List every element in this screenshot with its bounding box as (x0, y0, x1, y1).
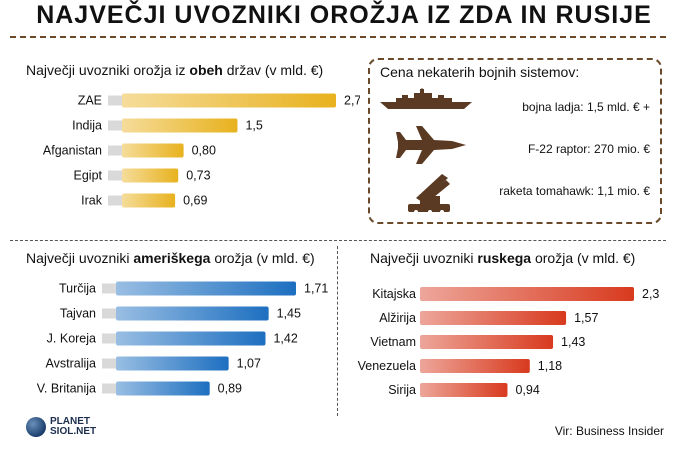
bar-stub (108, 120, 124, 131)
section-title-both-prefix: Največji uvozniki orožja iz (26, 62, 190, 78)
logo-text: PLANET SIOL.NET (50, 417, 96, 437)
section-title-both-suffix: držav (v mld. €) (222, 62, 324, 78)
bar-stub (102, 358, 118, 369)
section-title-us-suffix: orožja (v mld. €) (210, 250, 315, 266)
value-label: 1,18 (538, 359, 562, 373)
bar (122, 168, 179, 183)
bar (122, 93, 336, 108)
value-label: 0,89 (218, 382, 242, 396)
chart-svg: Turčija 1,71 Tajvan 1,45 J. Koreja 1,42 Avstra… (37, 281, 328, 396)
chart-us-imports: Turčija 1,71 Tajvan 1,45 J. Koreja 1,42 Avstra… (20, 276, 336, 406)
value-label: 1,71 (304, 282, 328, 296)
category-label: Afganistan (43, 144, 102, 158)
value-label: 1,45 (277, 307, 301, 321)
section-title-both: Največji uvozniki orožja iz obeh držav (… (26, 62, 323, 78)
section-title-us-prefix: Največji uvozniki (26, 250, 134, 266)
bar-stub (108, 95, 124, 106)
section-title-ru-prefix: Največji uvozniki (370, 250, 478, 266)
value-label: 1,57 (574, 311, 598, 325)
middle-divider (10, 240, 666, 241)
value-label: 2,3 (642, 287, 659, 301)
section-title-both-bold: obeh (189, 62, 223, 78)
top-divider (10, 36, 666, 38)
category-label: Tajvan (60, 307, 96, 321)
section-title-us: Največji uvozniki ameriškega orožja (v m… (26, 250, 315, 266)
bar-stub (102, 333, 118, 344)
bar-stub (108, 195, 124, 206)
cost-f22: F-22 raptor: 270 mio. € (527, 142, 650, 156)
vertical-divider (337, 246, 338, 416)
page-title: NAJVEČJI UVOZNIKI OROŽJA IZ ZDA IN RUSIJ… (36, 1, 652, 29)
value-label: 0,94 (515, 383, 539, 397)
bar-stub (102, 308, 118, 319)
bar (420, 311, 567, 325)
bar (420, 359, 530, 373)
bar (116, 331, 266, 346)
cost-tomahawk: raketa tomahawk: 1,1 mio. € (499, 184, 650, 198)
globe-icon (26, 417, 46, 437)
category-label: Irak (81, 194, 103, 208)
category-label: Turčija (59, 282, 96, 296)
value-label: 2,78 (344, 94, 360, 108)
logo-line2: SIOL.NET (50, 426, 97, 437)
value-label: 1,5 (245, 119, 262, 133)
category-label: Avstralija (46, 357, 97, 371)
bar (116, 356, 229, 371)
value-label: 0,73 (186, 169, 210, 183)
section-title-us-bold: ameriškega (133, 250, 211, 266)
planet-siol-logo: PLANET SIOL.NET (26, 414, 146, 444)
section-title-ru-suffix: orožja (v mld. €) (531, 250, 636, 266)
chart-svg: Kitajska 2,3 Alžirija 1,57 Vietnam 1,43 Venezu… (358, 287, 659, 397)
bar-stub (108, 145, 124, 156)
section-title-ru-bold: ruskega (477, 250, 532, 266)
value-label: 1,42 (273, 332, 297, 346)
category-label: Kitajska (372, 287, 416, 301)
bar (122, 193, 176, 208)
category-label: Venezuela (358, 359, 416, 373)
chart-both-countries: ZAE 2,78 Indija 1,5 Afganistan 0,80 Egipt 0,73 I… (20, 88, 360, 218)
bar (116, 306, 269, 321)
category-label: Vietnam (370, 335, 416, 349)
bar (116, 281, 296, 296)
bar (420, 335, 554, 349)
cost-warship: bojna ladja: 1,5 mld. € + (522, 100, 650, 114)
category-label: Alžirija (379, 311, 416, 325)
bar-stub (102, 383, 118, 394)
category-label: Egipt (74, 169, 103, 183)
bar (420, 287, 634, 301)
category-label: ZAE (78, 94, 102, 108)
value-label: 1,43 (561, 335, 585, 349)
section-title-ru: Največji uvozniki ruskega orožja (v mld.… (370, 250, 635, 266)
weapon-costs-box: Cena nekaterih bojnih sistemov: bojna la… (368, 58, 662, 224)
bar (122, 118, 238, 133)
value-label: 0,69 (183, 194, 207, 208)
weapon-costs-title: Cena nekaterih bojnih sistemov: (380, 64, 580, 80)
chart-russia-imports: Kitajska 2,3 Alžirija 1,57 Vietnam 1,43 Venezu… (344, 282, 674, 412)
bar-stub (102, 283, 118, 294)
bar (122, 143, 184, 158)
missile-launcher-icon (408, 174, 450, 214)
category-label: Sirija (388, 383, 416, 397)
chart-svg: ZAE 2,78 Indija 1,5 Afganistan 0,80 Egipt 0,73 I… (43, 93, 360, 208)
fighter-jet-icon (396, 126, 466, 164)
category-label: J. Koreja (47, 332, 96, 346)
logo-line1: PLANET (50, 416, 90, 427)
category-label: Indija (72, 119, 102, 133)
warship-icon (380, 88, 472, 109)
source-note: Vir: Business Insider (554, 424, 664, 438)
value-label: 1,07 (237, 357, 261, 371)
bar-stub (108, 170, 124, 181)
bar (420, 383, 508, 397)
value-label: 0,80 (192, 144, 216, 158)
category-label: V. Britanija (37, 382, 96, 396)
bar (116, 381, 210, 396)
